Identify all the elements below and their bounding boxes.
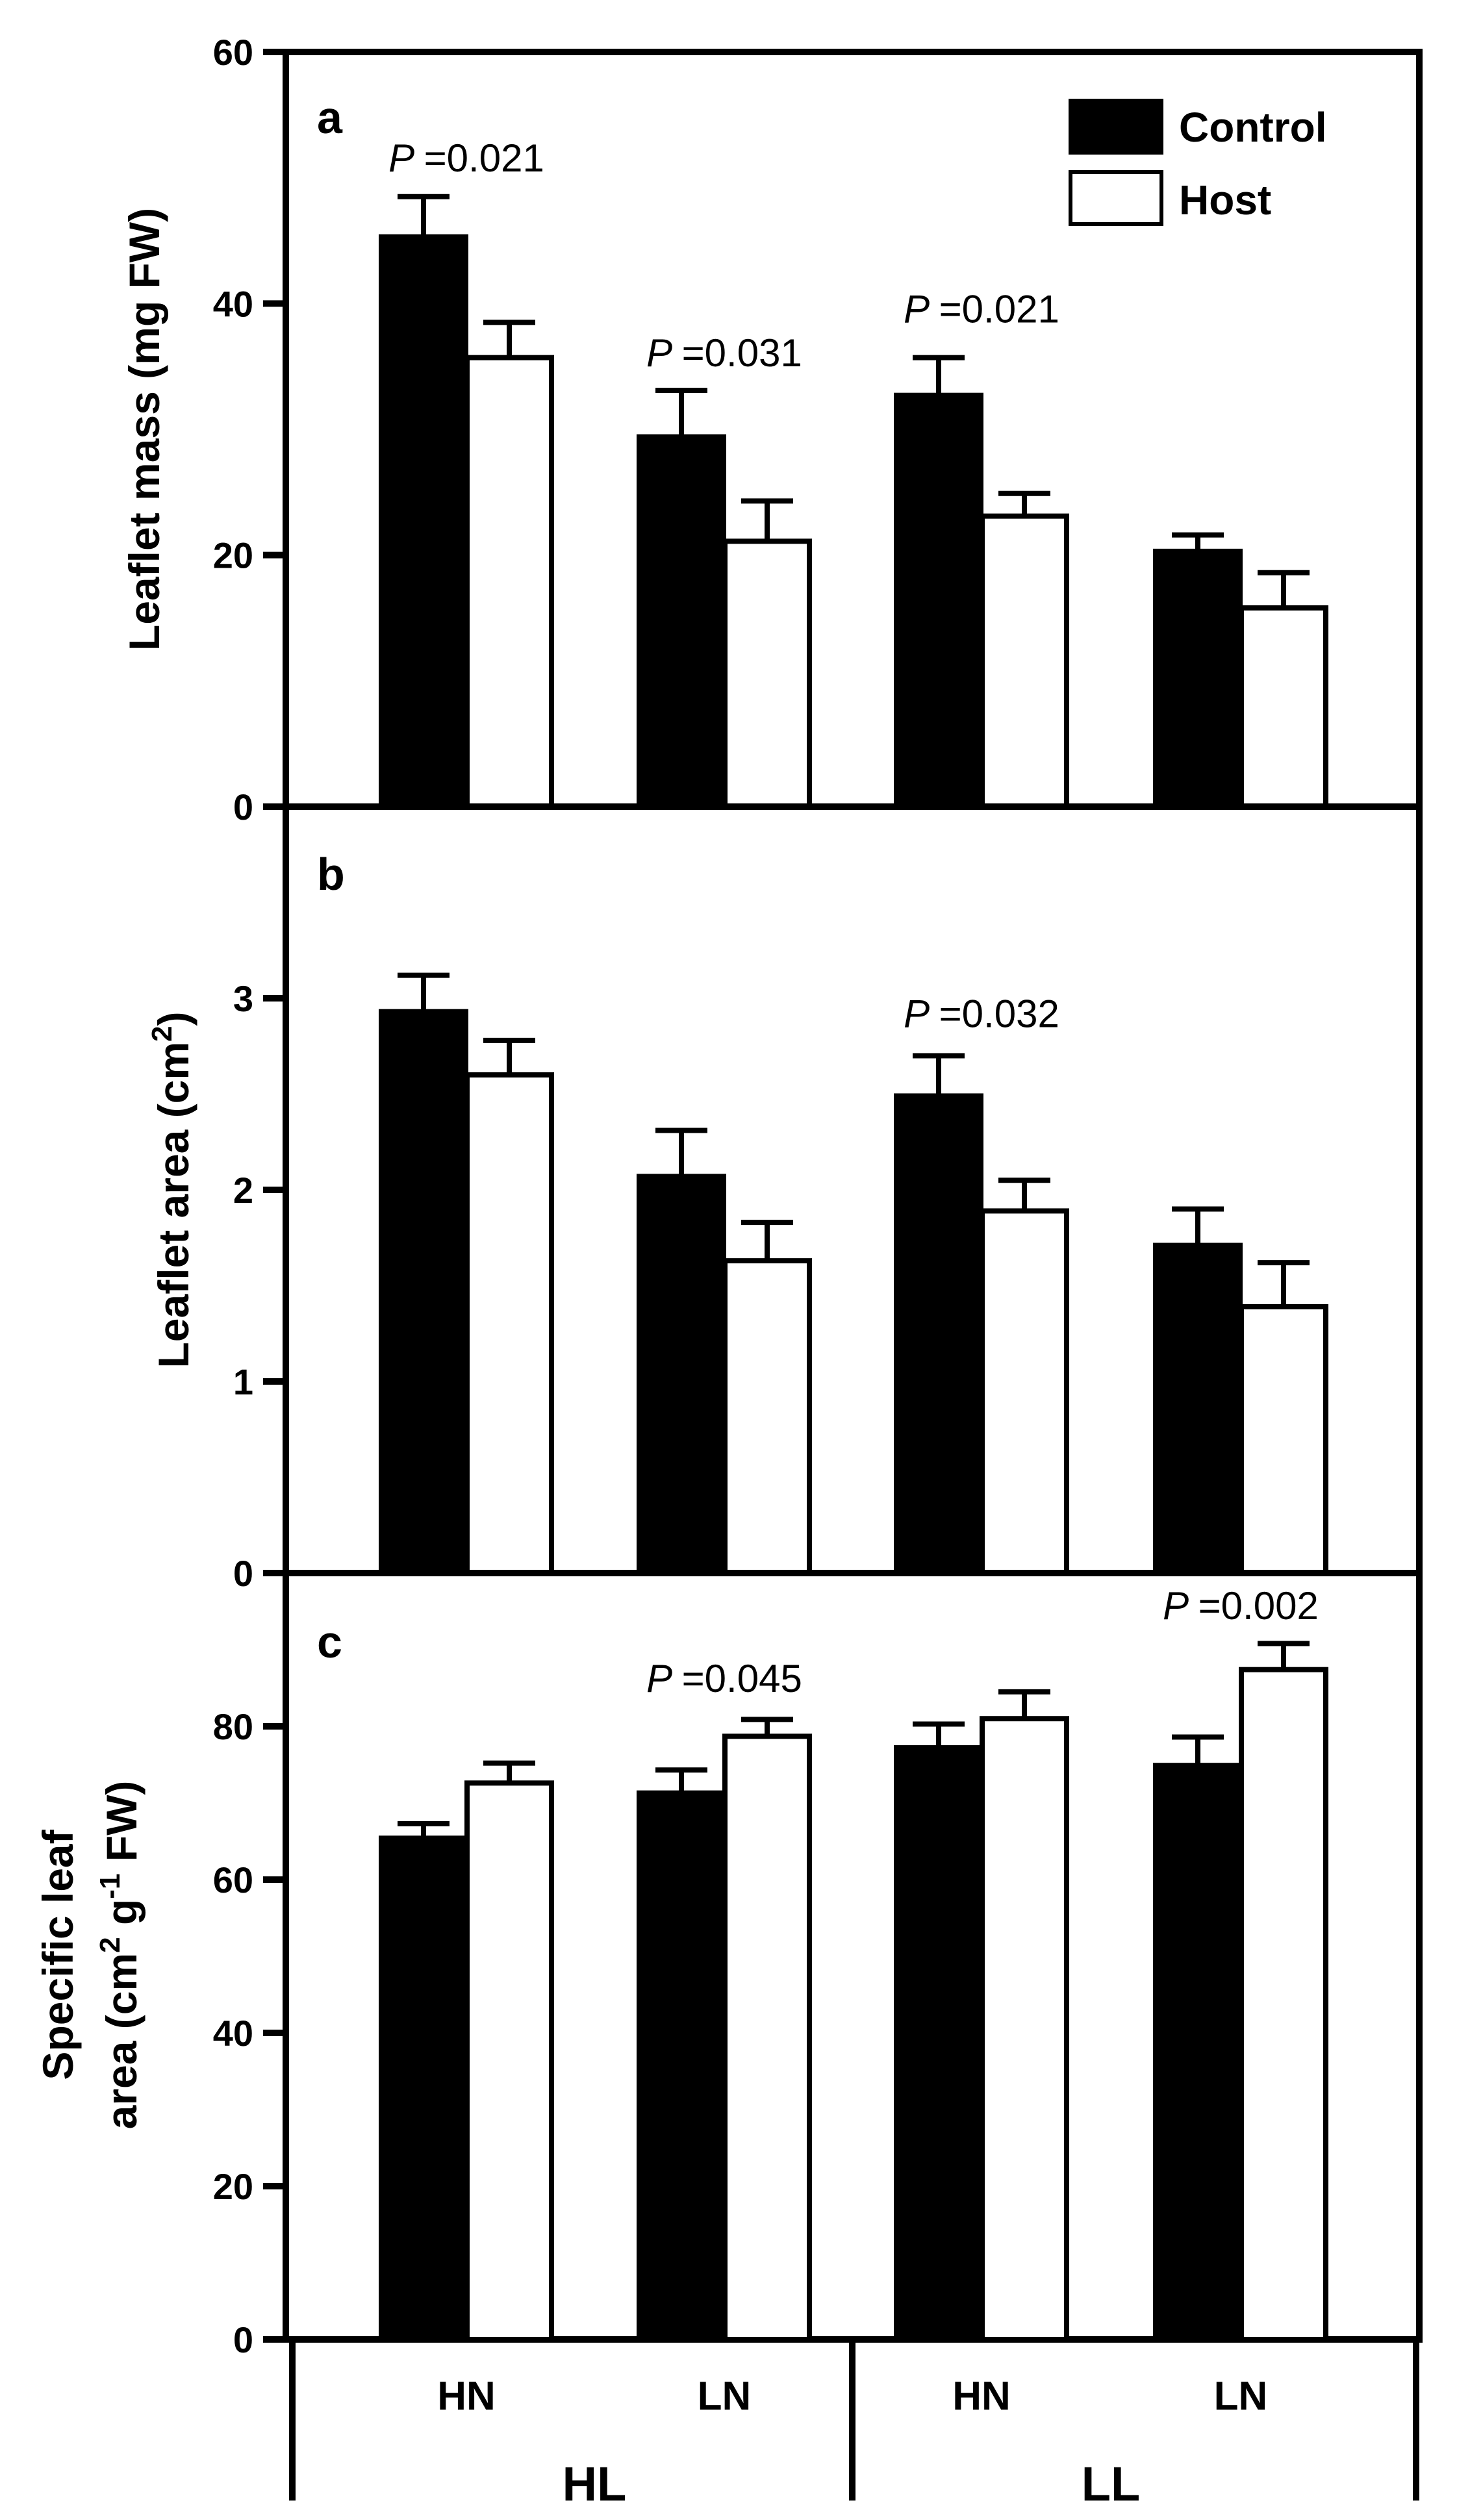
bar-host	[464, 1780, 554, 2343]
x-group-ll: LL	[1082, 2457, 1140, 2511]
x-group-hl: HL	[563, 2457, 627, 2511]
panel-c-y-tick-label: 80	[213, 1706, 253, 1747]
panel-c-y-axis-label-line2: area (cm2 g-1 FW)	[94, 1781, 146, 2130]
bar-host	[464, 355, 554, 809]
bar-host	[722, 1258, 812, 1576]
panel-c-y-axis: 0 20 40 60 80	[213, 1706, 286, 2360]
bar-control	[637, 434, 726, 809]
panel-a-y-tick-label: 0	[233, 787, 253, 827]
bar-control	[637, 1174, 726, 1576]
bar-host	[980, 513, 1069, 809]
panel-a-y-tick-label: 40	[213, 283, 253, 324]
p-value-annotation: P =0.032	[904, 992, 1059, 1035]
p-value-annotation: P =0.002	[1163, 1584, 1319, 1628]
bar-host	[722, 1733, 812, 2343]
panel-c-y-tick-label: 0	[233, 2319, 253, 2360]
panel-b-annotations: P =0.032	[904, 992, 1059, 1035]
panel-c-y-tick-label: 40	[213, 2013, 253, 2054]
panel-c-bars	[379, 1641, 1328, 2343]
panel-b-y-tick-label: 0	[233, 1553, 253, 1594]
bar-control	[1153, 548, 1243, 810]
p-value-annotation: P =0.021	[904, 287, 1059, 331]
panel-a-bars	[379, 194, 1328, 810]
panel-a-y-axis: 0 20 40 60	[213, 32, 286, 827]
panel-c-annotations: P =0.045 P =0.002	[646, 1584, 1319, 1700]
x-category-hl-hn: HN	[437, 2374, 496, 2419]
p-value-annotation: P =0.031	[646, 331, 802, 375]
legend-label-host: Host	[1179, 177, 1271, 223]
panel-b: 0 1 2 3 P =0.032 b Leaflet area (cm2)	[146, 803, 1423, 1594]
panel-a-y-tick-label: 60	[213, 32, 253, 73]
x-category-hl-ln: LN	[698, 2374, 752, 2419]
bar-control	[379, 234, 468, 809]
bar-host	[980, 1208, 1069, 1576]
panel-a-y-axis-label: Leaflet mass (mg FW)	[120, 208, 168, 651]
panel-a-y-tick-label: 20	[213, 535, 253, 576]
panel-b-bars	[379, 972, 1328, 1576]
bar-host	[1239, 1667, 1328, 2342]
panel-c: 0 20 40 60 80 P =0.045 P =0.002 c Specific le…	[34, 1570, 1423, 2360]
legend-swatch-control	[1069, 99, 1163, 155]
bar-host	[980, 1716, 1069, 2342]
panel-a: 0 20 40 60 P =0.021 P =0.031 P =0.021 a Leafl…	[120, 32, 1423, 827]
bar-control	[379, 1835, 468, 2342]
x-category-ll-hn: HN	[952, 2374, 1011, 2419]
bar-control	[894, 1093, 983, 1576]
panel-c-label: c	[317, 1617, 342, 1667]
x-category-ll-ln: LN	[1214, 2374, 1268, 2419]
p-value-annotation: P =0.045	[646, 1657, 802, 1700]
panel-b-y-tick-label: 3	[233, 978, 253, 1019]
panel-b-y-axis-label: Leaflet area (cm2)	[146, 1011, 197, 1368]
bar-control	[1153, 1763, 1243, 2342]
panel-c-y-tick-label: 60	[213, 1859, 253, 1900]
p-value-annotation: P =0.021	[388, 136, 544, 180]
panel-a-label: a	[317, 92, 343, 143]
panel-c-y-axis-label-line1: Specific leaf	[34, 1829, 82, 2080]
legend-swatch-host	[1069, 170, 1163, 226]
bar-host	[1239, 1304, 1328, 1576]
x-axis: HN LN HN LN HL LL	[289, 2339, 1419, 2511]
panel-b-y-axis: 0 1 2 3	[233, 978, 286, 1594]
bar-control	[637, 1790, 726, 2342]
panel-b-y-tick-label: 1	[233, 1361, 253, 1402]
legend-label-control: Control	[1179, 104, 1327, 151]
panel-b-label: b	[317, 849, 345, 900]
bar-control	[379, 1009, 468, 1576]
panel-b-y-tick-label: 2	[233, 1170, 253, 1211]
panel-a-annotations: P =0.021 P =0.031 P =0.021	[388, 136, 1059, 375]
bar-host	[722, 538, 812, 809]
panel-c-y-tick-label: 20	[213, 2166, 253, 2207]
bar-control	[1153, 1242, 1243, 1576]
bar-host	[464, 1072, 554, 1576]
bar-control	[894, 392, 983, 809]
legend: Control Host	[1069, 99, 1327, 226]
bar-host	[1239, 605, 1328, 809]
bar-control	[894, 1745, 983, 2343]
